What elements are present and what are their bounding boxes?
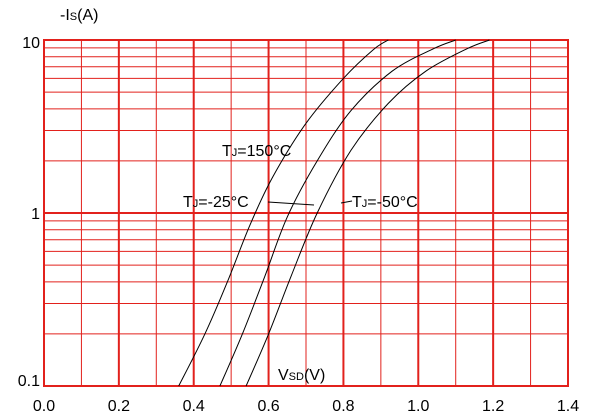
y-axis-label: -IS(A) xyxy=(60,7,98,24)
tick-labels: 0.0 0.2 0.4 0.6 0.8 1.0 1.2 1.4 0.1 1 10 xyxy=(18,35,579,414)
x-tick-label: 1.4 xyxy=(557,398,579,414)
leader-line-minus25 xyxy=(267,201,315,206)
y-tick-label: 1 xyxy=(31,206,40,223)
x-tick-label: 0.2 xyxy=(108,398,130,414)
x-tick-label: 1.2 xyxy=(482,398,504,414)
annotation-tj-minus50: TJ=-50°C xyxy=(352,194,418,211)
plot-frame xyxy=(43,39,569,387)
grid xyxy=(43,39,569,387)
annotation-tj-150: TJ=150°C xyxy=(222,143,291,160)
leader-line-minus50 xyxy=(340,200,353,204)
x-tick-label: 0.4 xyxy=(183,398,205,414)
series-line-2 xyxy=(245,39,490,387)
y-tick-label: 0.1 xyxy=(18,373,40,390)
series-line-1 xyxy=(219,39,456,387)
x-tick-label: 0.6 xyxy=(257,398,279,414)
annotation-tj-minus25: TJ=-25°C xyxy=(183,194,249,211)
series-line-0 xyxy=(178,39,389,387)
x-tick-label: 0.0 xyxy=(33,398,55,414)
y-tick-label: 10 xyxy=(22,35,40,52)
x-tick-label: 1.0 xyxy=(407,398,429,414)
x-axis-label: VSD(V) xyxy=(278,367,325,384)
x-tick-label: 0.8 xyxy=(332,398,354,414)
curves xyxy=(178,39,490,387)
